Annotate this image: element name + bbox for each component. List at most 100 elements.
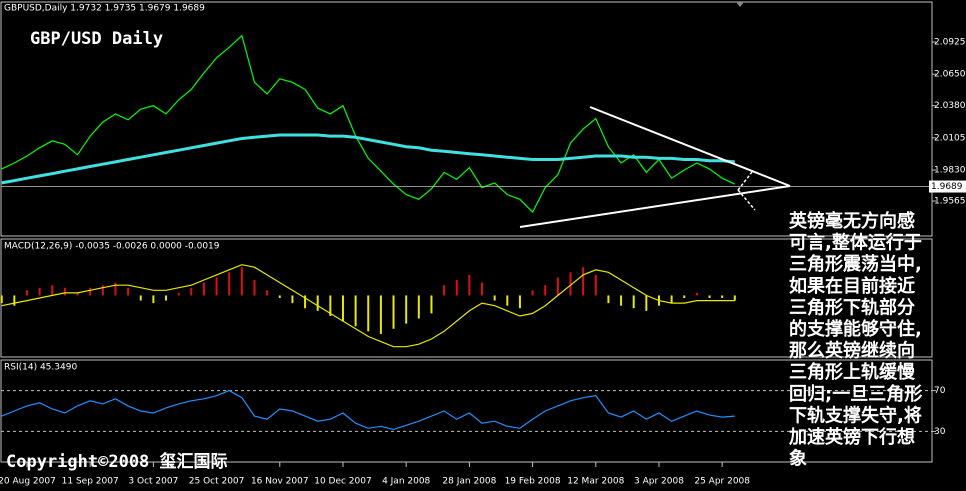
histogram-bar (645, 295, 648, 311)
annotation-line: 三角形震荡当中, (789, 253, 922, 275)
x-tick-label: 3 Apr 2008 (634, 477, 684, 487)
arrow-down (737, 189, 756, 211)
series-line (1, 264, 735, 348)
last-price-label: 1.9689 (931, 182, 963, 192)
histogram-bar (607, 295, 610, 304)
last-price-box (929, 180, 966, 193)
y-tick-label: 2.0925 (934, 37, 966, 47)
histogram-bar (228, 272, 231, 296)
histogram-bar (266, 290, 269, 296)
histogram-bar (683, 295, 686, 298)
histogram-bar (354, 295, 357, 327)
chart-title: GBP/USD Daily (30, 29, 163, 49)
macd-header: MACD(12,26,9) -0.0035 -0.0026 0.0000 -0.… (4, 242, 220, 252)
histogram-bar (556, 277, 559, 296)
histogram-bar (152, 295, 155, 304)
histogram-bar (455, 280, 458, 296)
y-tick-label: 2.0380 (934, 101, 966, 111)
y-tick-label: 1.9565 (934, 197, 966, 207)
histogram-bar (468, 274, 471, 296)
arrow-up (737, 171, 753, 191)
y-tick-label: 2.0105 (934, 133, 966, 143)
copyright: Copyright©2008 玺汇国际 (6, 451, 228, 472)
histogram-bar (240, 267, 243, 296)
histogram-bar (89, 287, 92, 296)
price-header: GBPUSD,Daily 1.9732 1.9735 1.9679 1.9689 (4, 4, 205, 14)
histogram-bar (215, 277, 218, 296)
histogram-bar (481, 282, 484, 296)
rsi-header: RSI(14) 45.3490 (4, 363, 77, 373)
histogram-bar (25, 290, 28, 296)
histogram-bar (379, 295, 382, 334)
histogram-bar (733, 295, 736, 301)
annotation-line: 下轨支撑失守,将 (789, 404, 922, 426)
x-tick-label: 20 Aug 2007 (0, 477, 56, 487)
histogram-bar (114, 282, 117, 296)
plot-layer: 2.0925 2.0650 2.0380 2.0105 1.9830 1.9565 1.96… (0, 34, 966, 487)
histogram-bar (38, 287, 41, 296)
annotation-line: 的支撑能够守住, (789, 318, 922, 340)
histogram-bar (316, 295, 319, 311)
annotation-line: 三角形下轨部分 (789, 296, 915, 318)
histogram-bar (417, 295, 420, 319)
annotation-line: 可言,整体运行于 (789, 232, 922, 254)
histogram-bar (506, 295, 509, 306)
histogram-bar (165, 295, 168, 301)
histogram-bar (405, 295, 408, 324)
histogram-bar (531, 290, 534, 296)
annotation-line: 象 (789, 448, 807, 470)
histogram-bar (278, 295, 281, 298)
histogram-bar (493, 295, 496, 301)
annotation-line: 回归;一旦三角形 (789, 383, 922, 405)
histogram-bar (443, 285, 446, 296)
series-line (1, 389, 735, 431)
histogram-bar (177, 292, 180, 296)
histogram-bar (594, 274, 597, 296)
x-tick-label: 4 Jan 2008 (382, 477, 430, 487)
series-line (1, 133, 735, 185)
histogram-bar (620, 295, 623, 306)
histogram-bar (670, 295, 673, 304)
histogram-bar (76, 292, 79, 296)
histogram-bar (341, 295, 344, 322)
histogram-bar (13, 295, 16, 306)
x-tick-label: 10 Dec 2007 (314, 477, 372, 487)
y-tick-label: 30 (934, 427, 946, 437)
histogram-bar (202, 282, 205, 296)
annotation-line: 三角形上轨缓慢 (789, 361, 916, 383)
histogram-bar (304, 295, 307, 309)
annotation-line: 加速英镑下行想 (788, 426, 915, 448)
histogram-bar (695, 292, 698, 296)
annotation-line: 英镑毫无方向感 (788, 210, 915, 232)
histogram-bar (329, 295, 332, 316)
histogram-bar (632, 295, 635, 309)
histogram-bar (139, 295, 142, 301)
rsi-panel (0, 359, 933, 463)
x-tick-label: 16 Nov 2007 (251, 477, 309, 487)
x-tick-label: 12 Mar 2008 (567, 477, 624, 487)
y-tick-label: 70 (934, 386, 946, 396)
x-tick-label: 19 Feb 2008 (505, 477, 561, 487)
histogram-bar (518, 295, 521, 309)
x-tick-label: 3 Oct 2007 (128, 477, 178, 487)
histogram-bar (582, 267, 585, 296)
x-tick-label: 25 Oct 2007 (189, 477, 245, 487)
y-tick-label: 2.0650 (934, 70, 966, 80)
histogram-bar (63, 287, 66, 296)
histogram-bar (190, 287, 193, 296)
histogram-bar (544, 285, 547, 296)
macd-panel (0, 238, 933, 358)
triangle-upper (589, 106, 791, 187)
x-tick-label: 11 Sep 2007 (62, 477, 119, 487)
y-tick-label: 1.9830 (934, 166, 966, 176)
histogram-bar (430, 295, 433, 314)
histogram-bar (253, 280, 256, 296)
histogram-bar (51, 285, 54, 296)
histogram-bar (569, 272, 572, 296)
annotation-line: 如果在目前接近 (789, 275, 915, 297)
histogram-bar (708, 295, 711, 298)
x-tick-label: 28 Jan 2008 (442, 477, 496, 487)
histogram-bar (367, 295, 370, 332)
histogram-bar (127, 287, 130, 296)
